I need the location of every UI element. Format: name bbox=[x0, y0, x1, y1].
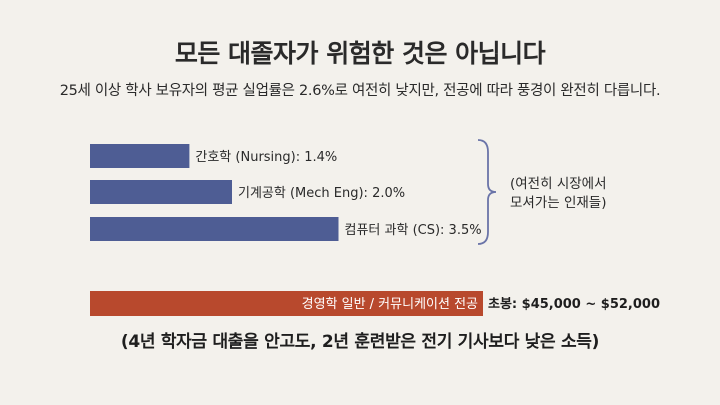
bar-label-2: 컴퓨터 과학 (CS): 3.5% bbox=[345, 223, 482, 238]
bar-label-0: 간호학 (Nursing): 1.4% bbox=[195, 150, 337, 165]
footer-note: (4년 학자금 대출을 안고도, 2년 훈련받은 전기 기사보다 낮은 소득) bbox=[120, 332, 600, 352]
bar-1 bbox=[90, 180, 232, 204]
highlight-bar-value: 초봉: $45,000 ~ $52,000 bbox=[488, 297, 660, 312]
bar-0 bbox=[90, 144, 190, 168]
bar-2 bbox=[90, 217, 339, 241]
bracket-annotation: (여전히 시장에서 모셔가는 인재들) bbox=[510, 176, 607, 211]
page-subtitle: 25세 이상 학사 보유자의 평균 실업률은 2.6%로 여전히 낮지만, 전공… bbox=[59, 83, 661, 99]
highlight-bar-label: 경영학 일반 / 커뮤니케이션 전공 bbox=[302, 297, 478, 312]
highlight-bar bbox=[90, 291, 483, 316]
page-title: 모든 대졸자가 위험한 것은 아닙니다 bbox=[174, 39, 546, 68]
bracket bbox=[477, 139, 497, 245]
bar-label-1: 기계공학 (Mech Eng): 2.0% bbox=[238, 186, 405, 201]
